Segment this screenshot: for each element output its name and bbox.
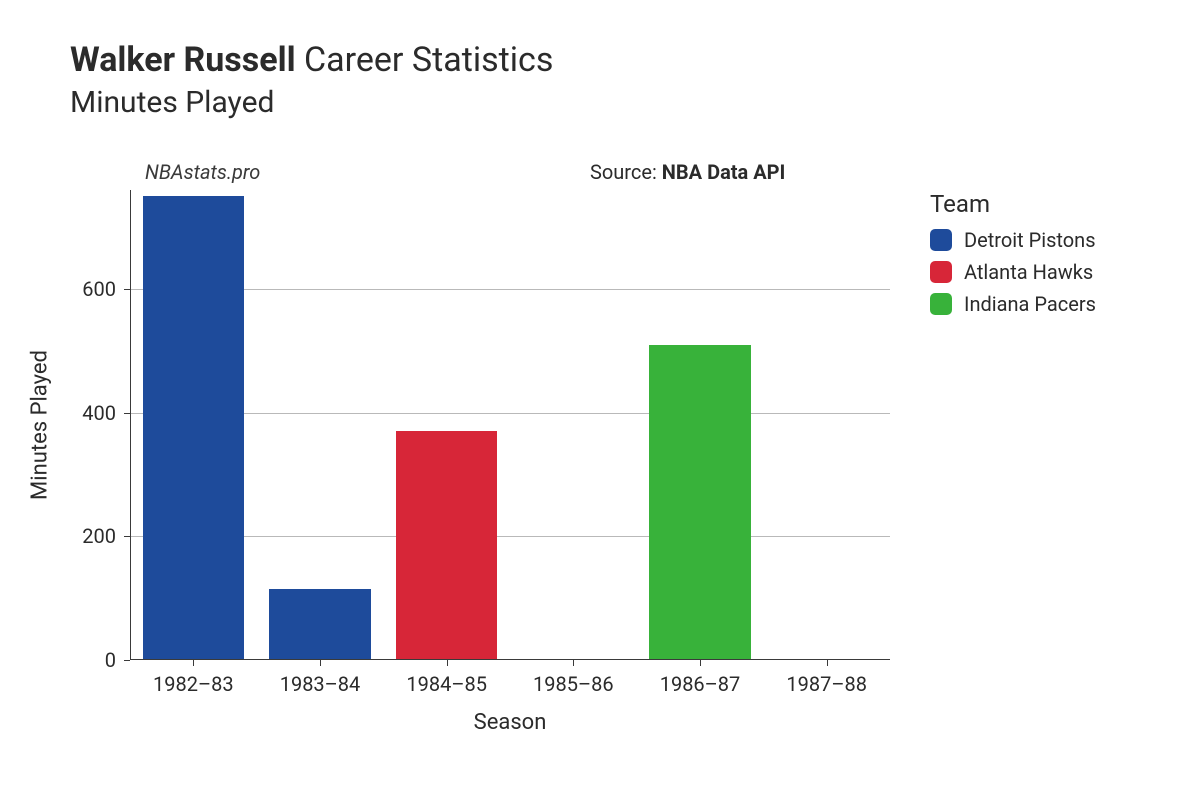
y-tick-mark (124, 660, 130, 661)
x-tick-mark (573, 660, 574, 666)
chart-subtitle: Minutes Played (70, 85, 553, 120)
x-tick-label: 1983–84 (280, 672, 361, 696)
legend-label: Atlanta Hawks (964, 260, 1093, 284)
y-tick-label: 200 (82, 524, 116, 548)
x-tick-mark (700, 660, 701, 666)
x-tick-label: 1982–83 (153, 672, 234, 696)
legend-title: Team (930, 190, 1096, 218)
source-prefix: Source: (590, 160, 662, 184)
x-tick-label: 1987–88 (786, 672, 867, 696)
legend-item: Indiana Pacers (930, 292, 1096, 316)
y-tick-mark (124, 413, 130, 414)
x-tick-mark (193, 660, 194, 666)
source-value: NBA Data API (662, 160, 786, 184)
x-tick-mark (827, 660, 828, 666)
y-axis-title: Minutes Played (28, 350, 53, 500)
x-tick-mark (320, 660, 321, 666)
legend-item: Detroit Pistons (930, 228, 1096, 252)
y-tick-label: 0 (105, 648, 116, 672)
legend: Team Detroit Pistons Atlanta Hawks Indiana… (930, 190, 1096, 324)
chart-title-block: Walker Russell Career Statistics Minutes… (70, 40, 553, 120)
x-tick-label: 1984–85 (406, 672, 487, 696)
title-player-name: Walker Russell (70, 40, 296, 80)
y-tick-label: 400 (82, 401, 116, 425)
y-tick-label: 600 (82, 277, 116, 301)
title-suffix: Career Statistics (296, 40, 554, 80)
legend-swatch (930, 261, 952, 283)
chart-canvas: Walker Russell Career Statistics Minutes… (0, 0, 1200, 800)
plot-area: 02004006001982–831983–841984–851985–8619… (130, 190, 890, 660)
legend-swatch (930, 293, 952, 315)
legend-label: Detroit Pistons (964, 228, 1096, 252)
ticks-layer: 02004006001982–831983–841984–851985–8619… (130, 190, 890, 660)
x-tick-mark (447, 660, 448, 666)
x-axis-title: Season (474, 710, 547, 735)
legend-swatch (930, 229, 952, 251)
y-tick-mark (124, 536, 130, 537)
legend-item: Atlanta Hawks (930, 260, 1096, 284)
y-tick-mark (124, 289, 130, 290)
chart-title: Walker Russell Career Statistics (70, 40, 553, 81)
x-tick-label: 1985–86 (533, 672, 614, 696)
legend-label: Indiana Pacers (964, 292, 1096, 316)
source-label: Source: NBA Data API (590, 160, 785, 184)
watermark-label: NBAstats.pro (145, 160, 260, 184)
x-tick-label: 1986–87 (660, 672, 741, 696)
